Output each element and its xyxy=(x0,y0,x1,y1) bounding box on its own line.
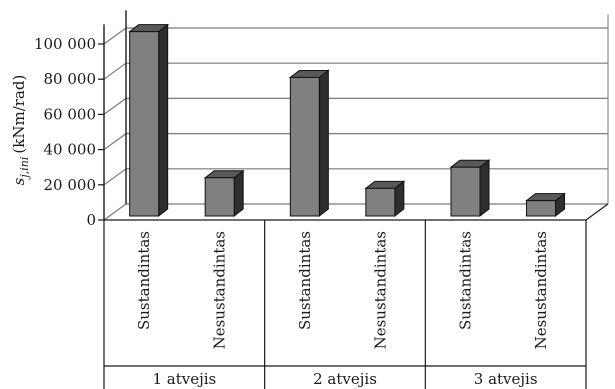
y-tick-label: 20 000 xyxy=(44,176,97,194)
bar-2-atvejis-sustandintas xyxy=(288,69,330,218)
y-axis-label-unit: (kNm/rad) xyxy=(10,75,28,154)
bar-front-face xyxy=(129,31,160,217)
y-axis-label-subscript: j,ini xyxy=(18,157,31,181)
axis-layer xyxy=(98,10,609,389)
floor-right-edge xyxy=(585,203,609,221)
bar-front-face xyxy=(204,177,235,217)
gridline-diagonal xyxy=(103,97,127,115)
bar-side-face xyxy=(318,69,329,218)
y-tick-label: 80 000 xyxy=(44,70,97,88)
bar-2-atvejis-nesustandintas xyxy=(364,180,406,218)
bar-1-atvejis-sustandintas xyxy=(128,23,170,218)
y-tick-label: 0 xyxy=(86,211,96,229)
y-tick-label: 60 000 xyxy=(44,105,97,123)
label-layer: 0 20 000 40 000 60 000 80 000 100 000 Sustandi… xyxy=(10,35,550,388)
y-tick-label: 40 000 xyxy=(44,141,97,159)
grid-layer xyxy=(103,27,608,221)
y-axis-label-symbol: s xyxy=(10,177,28,185)
gridline-diagonal xyxy=(103,27,127,45)
group-label: 3 atvejis xyxy=(474,370,538,388)
gridline-diagonal xyxy=(103,168,127,186)
gridline-diagonal xyxy=(103,133,127,151)
bar-3-atvejis-nesustandintas xyxy=(525,192,566,218)
bar-1-atvejis-nesustandintas xyxy=(203,169,245,218)
y-axis-label: sj,ini (kNm/rad) xyxy=(10,75,31,186)
category-label: Sustandintas xyxy=(135,231,153,330)
category-label: Sustandintas xyxy=(457,231,475,330)
bar-side-face xyxy=(479,159,490,218)
group-label: 1 atvejis xyxy=(152,370,216,388)
category-label: Nesustandintas xyxy=(371,231,389,349)
bar-3-atvejis-sustandintas xyxy=(449,159,491,218)
bar-side-face xyxy=(158,23,169,218)
category-label: Sustandintas xyxy=(296,231,314,330)
bar-side-face xyxy=(233,169,244,218)
category-label: Nesustandintas xyxy=(211,231,229,349)
bar-front-face xyxy=(365,187,396,217)
gridline-diagonal xyxy=(103,62,127,80)
bar-layer xyxy=(128,23,566,218)
y-tick-label: 100 000 xyxy=(34,35,96,53)
bar-front-face xyxy=(450,166,481,217)
bar-front-face xyxy=(289,76,320,217)
group-label: 2 atvejis xyxy=(313,370,377,388)
gridline-diagonal xyxy=(103,203,127,221)
category-label: Nesustandintas xyxy=(532,231,550,349)
bar-front-face xyxy=(526,200,557,217)
